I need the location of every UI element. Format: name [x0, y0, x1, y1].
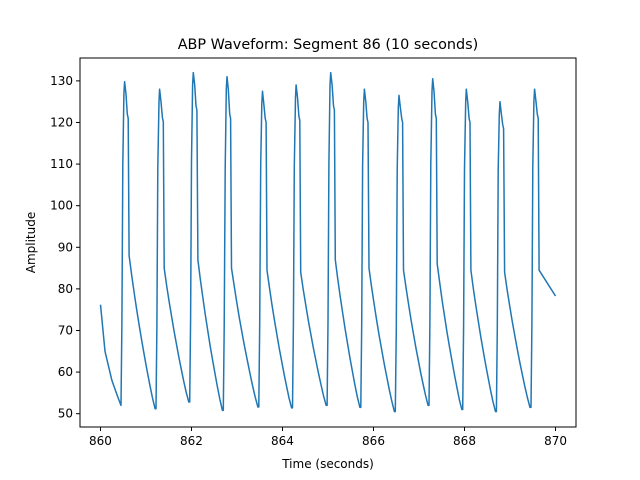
x-tick-label: 860	[89, 434, 112, 448]
y-tick-label: 80	[58, 282, 73, 296]
y-tick-label: 70	[58, 323, 73, 337]
x-tick-label: 862	[180, 434, 203, 448]
y-axis-label: Amplitude	[24, 212, 38, 274]
x-tick-label: 864	[271, 434, 294, 448]
x-tick-label: 868	[453, 434, 476, 448]
x-axis-ticks: 860 862 864 866 868 870	[89, 427, 567, 448]
axes-frame	[79, 57, 577, 428]
x-tick-label: 870	[544, 434, 567, 448]
abp-series-line	[99, 71, 557, 413]
y-tick-label: 90	[58, 240, 73, 254]
x-tick-label: 866	[362, 434, 385, 448]
y-tick-label: 100	[50, 199, 73, 213]
data-layer	[99, 71, 557, 413]
x-axis-label: Time (seconds)	[281, 457, 374, 471]
y-tick-label: 130	[50, 74, 73, 88]
y-tick-label: 110	[50, 157, 73, 171]
y-tick-label: 60	[58, 365, 73, 379]
y-tick-label: 50	[58, 407, 73, 421]
chart-title: ABP Waveform: Segment 86 (10 seconds)	[178, 37, 479, 53]
y-axis-ticks: 50 60 70 80 90 100 110 120 130	[50, 74, 80, 421]
y-tick-label: 120	[50, 115, 73, 129]
plot-area	[79, 57, 577, 428]
